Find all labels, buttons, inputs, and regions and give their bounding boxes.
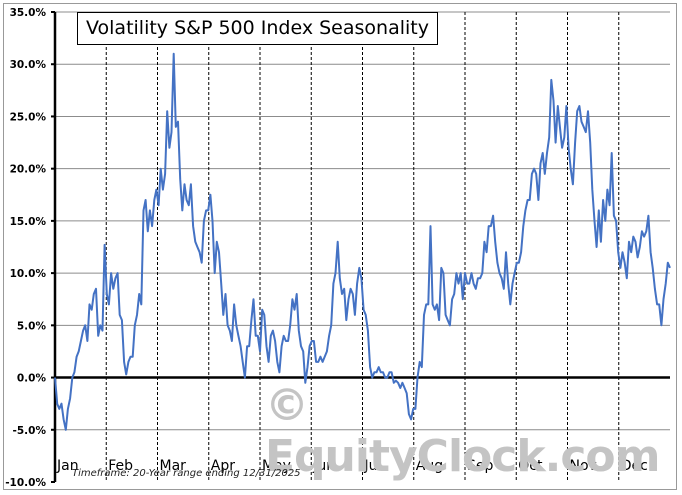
y-tick-label: -10.0% [5,477,46,489]
y-tick-label: -5.0% [13,425,47,437]
x-tick-label: Oct [518,458,543,474]
x-tick-label: Jan [56,458,79,474]
x-tick-label: May [262,458,291,474]
y-tick-label: 30.0% [10,59,47,71]
timeframe-note: Timeframe: 20-Year range ending 12/31/20… [72,468,301,479]
y-tick-label: 25.0% [10,111,47,123]
y-tick-label: 35.0% [10,7,47,19]
x-tick-label: Feb [108,458,133,474]
x-tick-label: Dec [621,458,648,474]
watermark: © EquityClock.com [265,380,661,482]
seasonal-line [54,52,671,431]
x-tick-label: Sep [467,458,494,474]
chart-title: Volatility S&P 500 Index Seasonality [77,12,438,45]
x-tick-label: Nov [570,458,597,474]
chart-frame [3,3,677,490]
y-tick-label: 10.0% [10,268,47,280]
y-tick-label: 15.0% [10,216,47,228]
x-tick-label: Mar [160,458,187,474]
y-tick-label: 20.0% [10,164,47,176]
x-tick-label: Jul [364,458,382,474]
x-tick-label: Jun [312,458,335,474]
y-tick-label: 0.0% [17,373,47,385]
x-tick-label: Aug [416,458,443,474]
x-tick-label: Apr [211,458,235,474]
y-tick-label: 5.0% [17,320,47,332]
